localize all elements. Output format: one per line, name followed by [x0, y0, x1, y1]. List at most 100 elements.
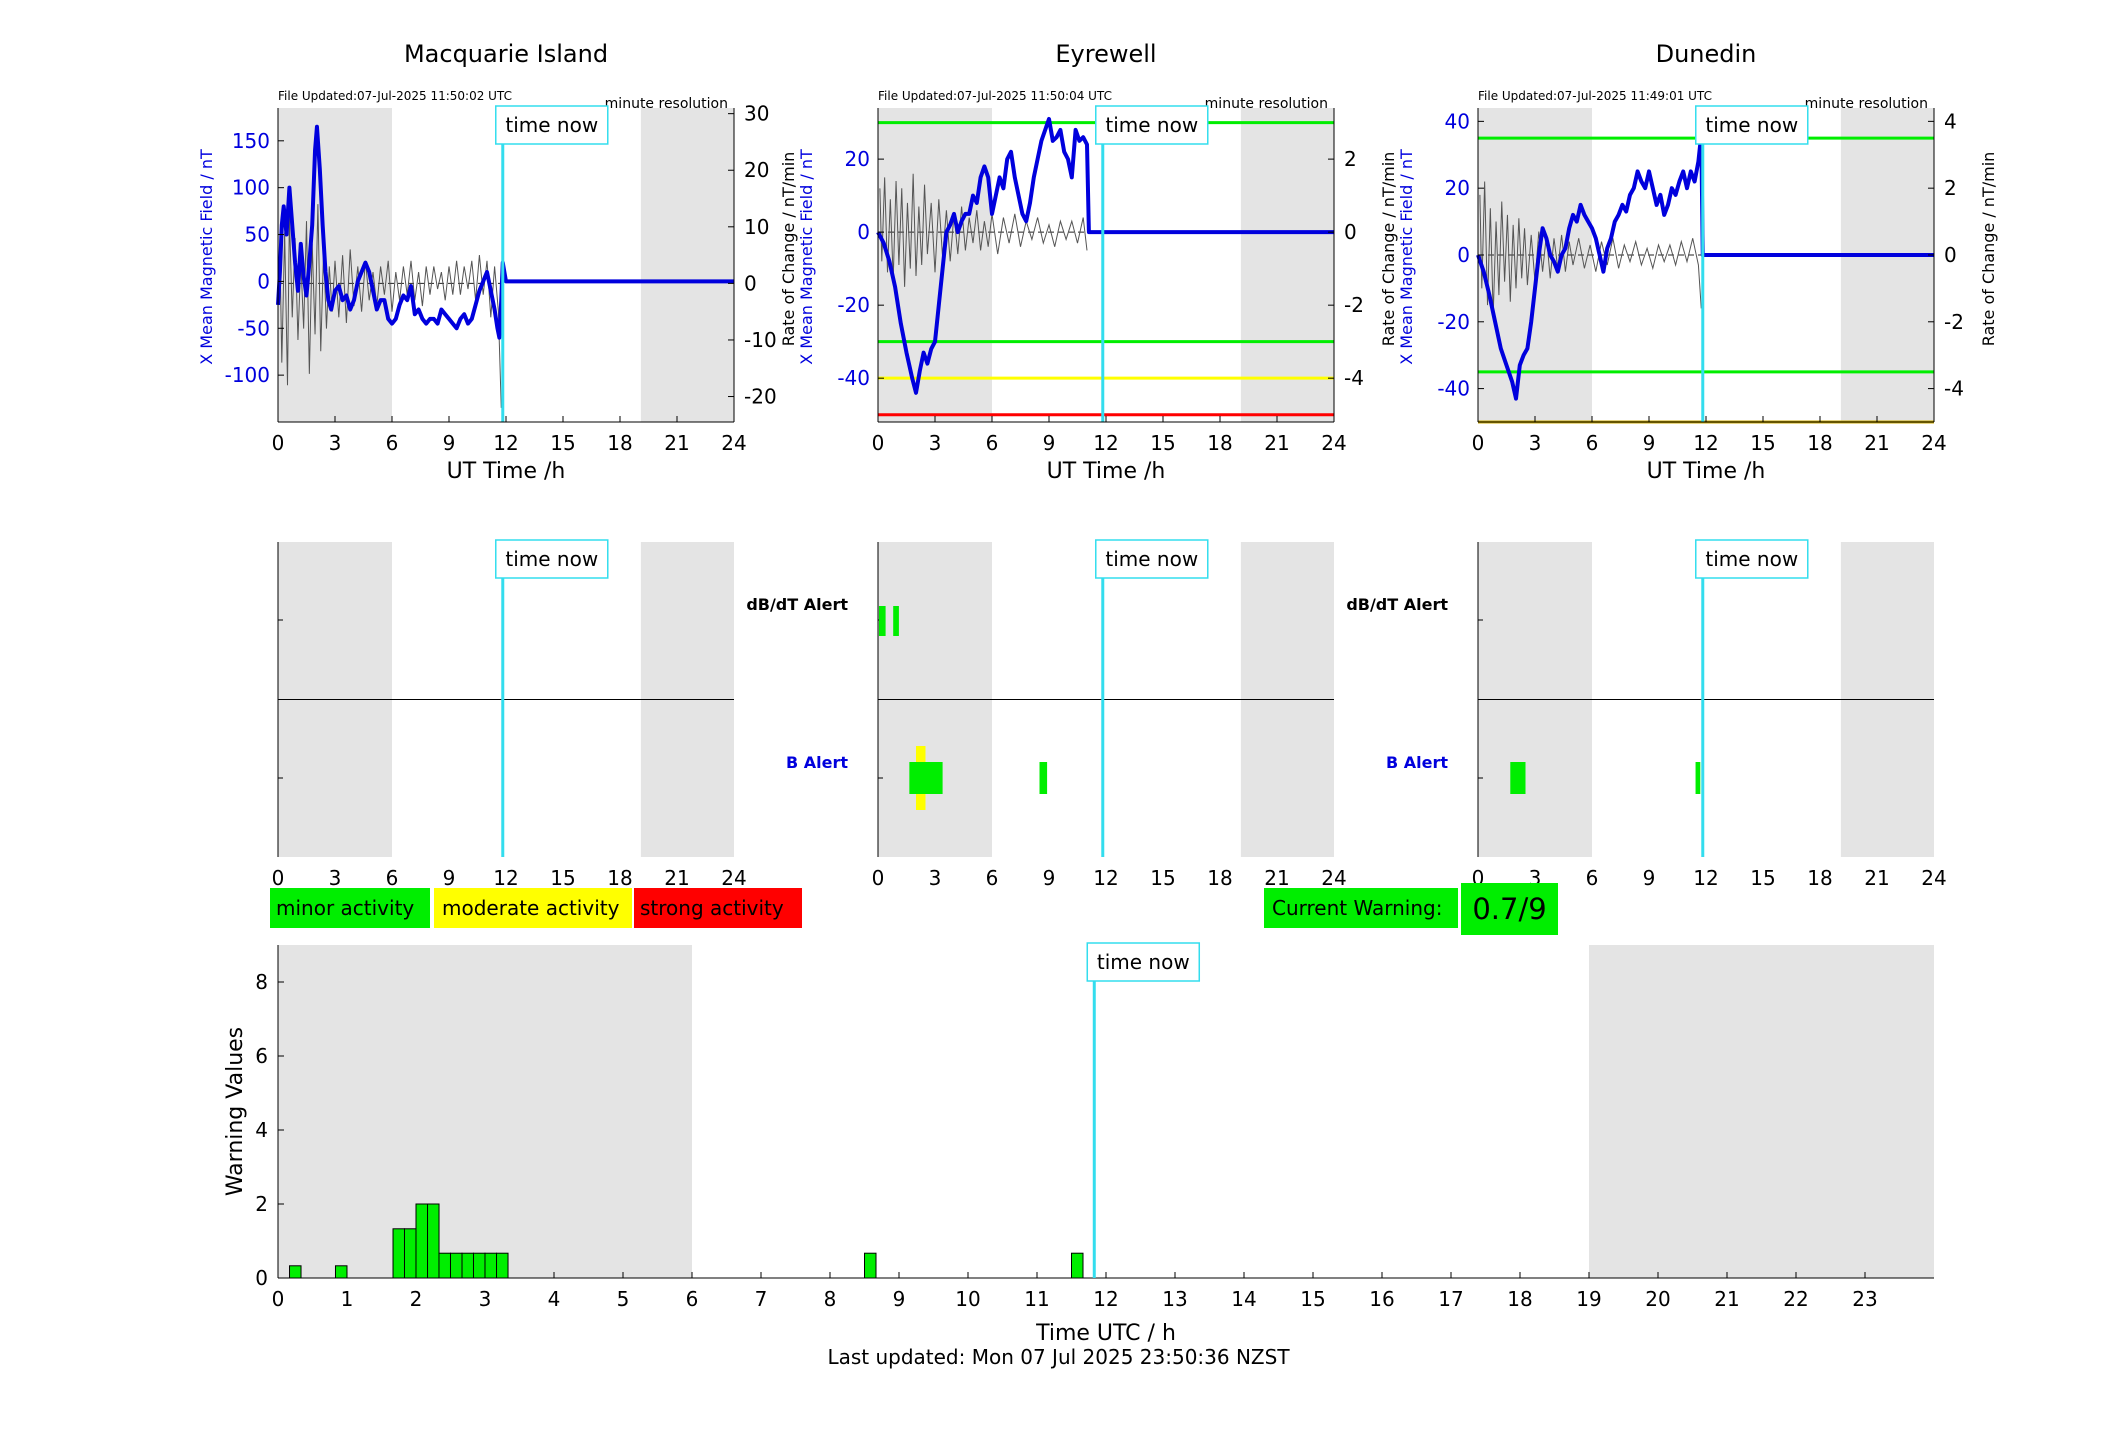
- y-tick-label: 20: [1445, 176, 1470, 200]
- x-tick-label: 16: [1369, 1287, 1394, 1311]
- x-axis-title: Time UTC / h: [1035, 1321, 1176, 1346]
- time-now-label: time now: [505, 547, 598, 571]
- y-right-tick-label: -2: [1344, 293, 1364, 317]
- x-tick-label: 10: [955, 1287, 980, 1311]
- y-tick-label: -50: [237, 316, 270, 340]
- x-tick-label: 6: [686, 1287, 699, 1311]
- x-tick-label: 21: [1864, 866, 1889, 890]
- x-tick-label: 18: [1807, 431, 1832, 455]
- y-tick-label: 6: [255, 1044, 268, 1068]
- x-tick-label: 15: [550, 866, 575, 890]
- x-tick-label: 24: [721, 866, 746, 890]
- x-tick-label: 0: [272, 866, 285, 890]
- file-updated: File Updated:07-Jul-2025 11:50:02 UTC: [278, 89, 512, 103]
- legend-moderate: moderate activity: [434, 888, 632, 928]
- y-tick-label: -20: [1437, 310, 1470, 334]
- y-tick-label: -40: [837, 366, 870, 390]
- night-band: [278, 945, 692, 1278]
- warning-bar: [427, 1203, 440, 1279]
- x-tick-label: 18: [1807, 866, 1832, 890]
- x-tick-label: 1: [341, 1287, 354, 1311]
- x-tick-label: 3: [1529, 431, 1542, 455]
- x-tick-label: 17: [1438, 1287, 1463, 1311]
- x-tick-label: 18: [607, 866, 632, 890]
- y-right-tick-label: 30: [744, 102, 769, 126]
- x-tick-label: 4: [548, 1287, 561, 1311]
- b-alert-label: B Alert: [786, 753, 848, 772]
- legend-strong-label: strong activity: [640, 896, 784, 920]
- x-tick-label: 20: [1645, 1287, 1670, 1311]
- resolution-label: minute resolution: [1205, 96, 1328, 112]
- y-right-tick-label: 0: [744, 271, 757, 295]
- x-tick-label: 21: [664, 866, 689, 890]
- x-tick-label: 5: [617, 1287, 630, 1311]
- x-tick-label: 24: [721, 431, 746, 455]
- x-tick-label: 9: [1643, 431, 1656, 455]
- rate-series-line: [279, 204, 502, 408]
- x-tick-label: 13: [1162, 1287, 1187, 1311]
- warning-values-chart: 0 1 2 3 4 5 6 7 8 9 10 11 12 13 14 15 16 17 18 19 20 21 22 2302…: [223, 942, 1934, 1346]
- y-tick-label: 50: [245, 223, 270, 247]
- x-tick-label: 24: [1321, 431, 1346, 455]
- night-band: [1840, 108, 1934, 422]
- x-tick-label: 9: [443, 866, 456, 890]
- y-right-tick-label: 10: [744, 215, 769, 239]
- x-tick-label: 21: [664, 431, 689, 455]
- x-tick-label: 21: [1264, 866, 1289, 890]
- y-tick-label: 0: [857, 220, 870, 244]
- x-tick-label: 12: [1093, 1287, 1118, 1311]
- x-tick-label: 0: [872, 431, 885, 455]
- x-tick-label: 6: [986, 431, 999, 455]
- y-tick-label: 8: [255, 970, 268, 994]
- x-tick-label: 24: [1921, 431, 1946, 455]
- x-tick-label: 9: [1043, 431, 1056, 455]
- x-tick-label: 24: [1921, 866, 1946, 890]
- x-tick-label: 14: [1231, 1287, 1256, 1311]
- field-series-line: [876, 116, 1334, 395]
- station-title: Macquarie Island: [404, 40, 608, 68]
- warning-bar: [1071, 1252, 1084, 1279]
- warning-bar: [496, 1252, 509, 1279]
- x-tick-label: 24: [1321, 866, 1346, 890]
- time-now-label: time now: [1105, 547, 1198, 571]
- x-tick-label: 12: [1693, 431, 1718, 455]
- x-tick-label: 0: [1472, 431, 1485, 455]
- y-tick-label: 0: [1457, 243, 1470, 267]
- x-tick-label: 9: [1043, 866, 1056, 890]
- b-alert-label: B Alert: [1386, 753, 1448, 772]
- resolution-label: minute resolution: [605, 96, 728, 112]
- y-tick-label: 20: [845, 147, 870, 171]
- legend-strong: strong activity: [634, 888, 802, 928]
- time-now-label: time now: [505, 113, 598, 137]
- x-tick-label: 3: [479, 1287, 492, 1311]
- dbdt-alert-label: dB/dT Alert: [746, 595, 848, 614]
- x-tick-label: 3: [929, 866, 942, 890]
- x-tick-label: 15: [1750, 431, 1775, 455]
- y-tick-label: 40: [1445, 109, 1470, 133]
- time-now-box: [1095, 539, 1209, 579]
- y-tick-label: 100: [232, 176, 270, 200]
- dbdt-alert-label: dB/dT Alert: [1346, 595, 1448, 614]
- x-tick-label: 19: [1576, 1287, 1601, 1311]
- night-band: [1240, 108, 1334, 422]
- current-warning-text: Current Warning:: [1272, 896, 1443, 920]
- x-tick-label: 12: [493, 431, 518, 455]
- x-tick-label: 6: [1586, 431, 1599, 455]
- x-tick-label: 7: [755, 1287, 768, 1311]
- x-tick-label: 0: [272, 431, 285, 455]
- time-now-box: [1086, 942, 1201, 982]
- x-tick-label: 9: [1643, 866, 1656, 890]
- rate-series-line: [1479, 181, 1702, 316]
- dbdt-alert-mark: [893, 606, 899, 636]
- warning-bar: [334, 1265, 348, 1279]
- dunedin-field-chart: 0 3 6 9 12 15 18 21 24-40-2002040-4-2024DunedinF…: [1397, 40, 1998, 484]
- warning-bar: [392, 1228, 406, 1279]
- warning-bar: [472, 1252, 486, 1279]
- y-right-tick-label: -20: [744, 385, 777, 409]
- x-tick-label: 3: [329, 431, 342, 455]
- x-tick-label: 0: [272, 1287, 285, 1311]
- x-tick-label: 18: [607, 431, 632, 455]
- warning-bar: [415, 1203, 429, 1279]
- y-tick-label: -100: [225, 363, 270, 387]
- y-axis-title: Warning Values: [223, 1027, 248, 1196]
